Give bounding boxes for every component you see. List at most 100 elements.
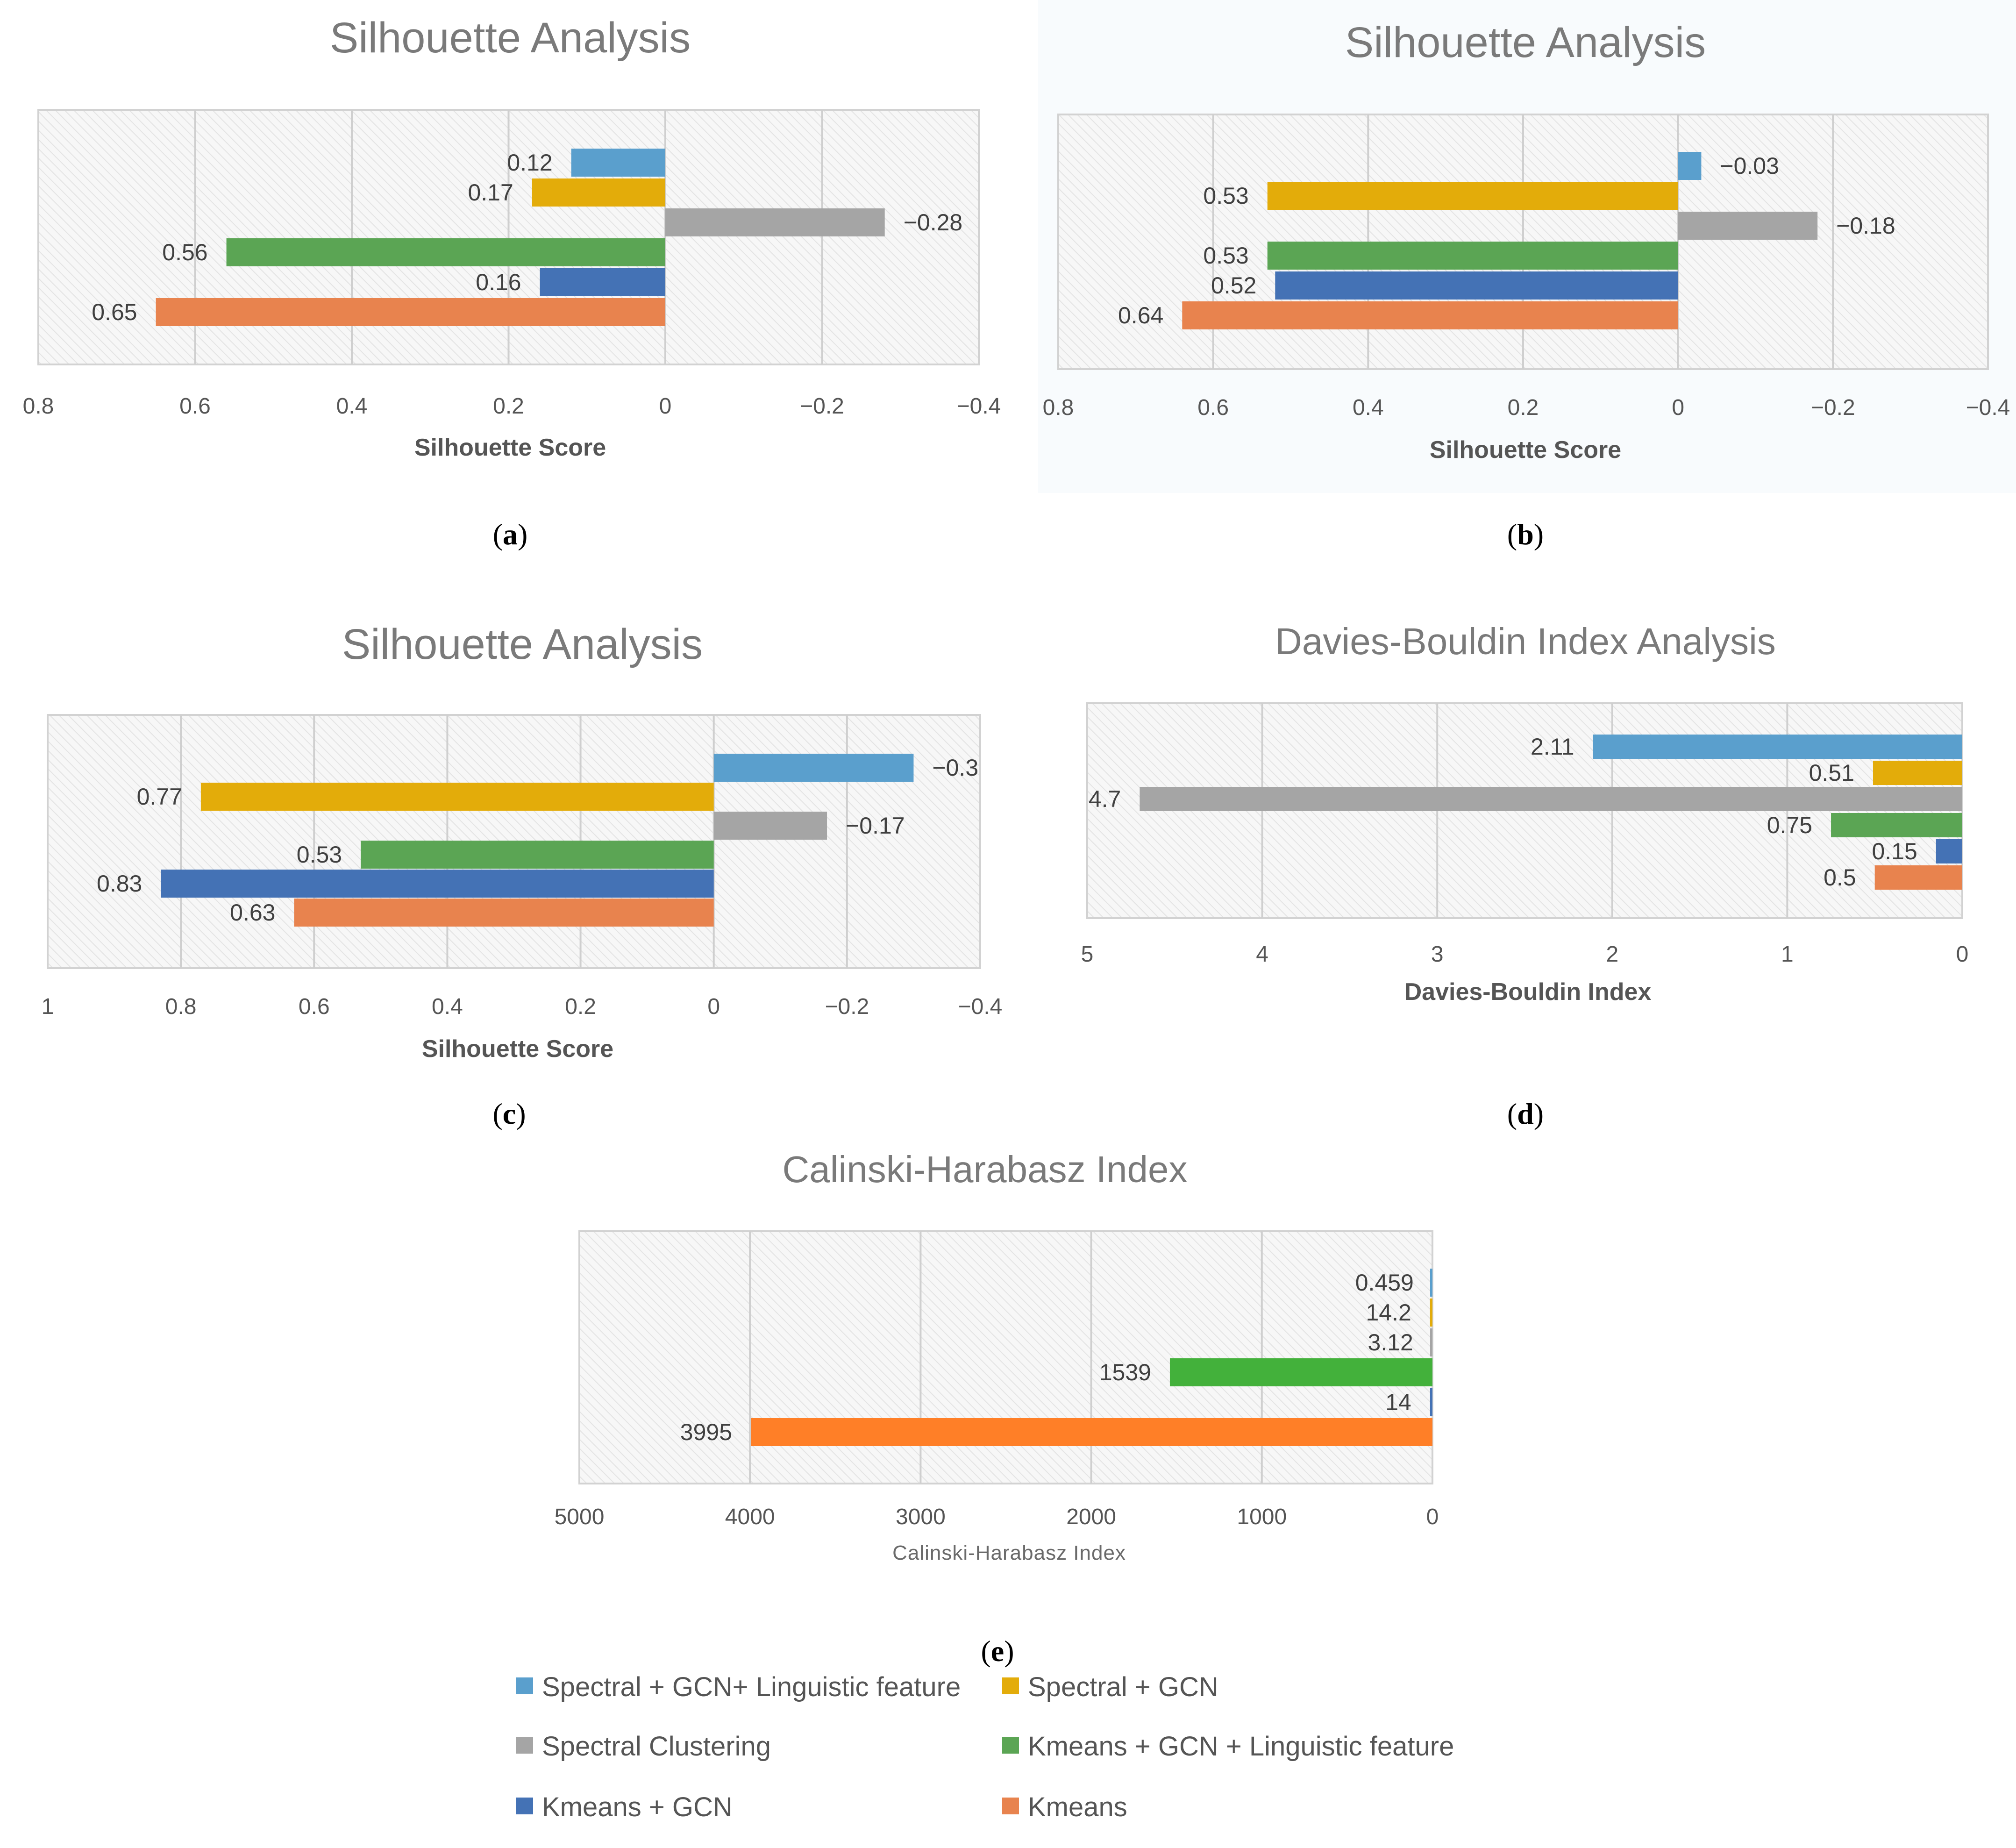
x-tick-label: 0 [1672, 395, 1684, 420]
x-tick-label: 1000 [1237, 1505, 1287, 1529]
x-tick-label: 0 [707, 994, 720, 1019]
x-tick-label: 0.8 [165, 994, 197, 1019]
chart-title: Silhouette Analysis [342, 621, 703, 668]
data-label: 0.53 [297, 842, 342, 868]
x-tick-label: 1 [1781, 942, 1794, 967]
data-label: 0.53 [1203, 243, 1248, 269]
panel-caption: (e) [981, 1634, 1014, 1668]
bar-spectral-gcn [1873, 761, 1962, 785]
data-label: 0.52 [1211, 272, 1256, 299]
x-tick-label: 0.6 [179, 394, 211, 419]
bar-spectral [1678, 212, 1818, 240]
bar-spectral-gcn [200, 783, 714, 811]
bar-kmeans-gcn [1275, 271, 1678, 300]
chart-title: Silhouette Analysis [330, 14, 691, 62]
legend-label: Kmeans [1028, 1792, 1127, 1822]
data-label: −0.03 [1720, 153, 1779, 179]
x-tick-label: 5000 [555, 1505, 605, 1529]
x-tick-label: 0.2 [493, 394, 524, 419]
bar-kmeans [751, 1418, 1432, 1446]
data-label: 0.16 [476, 269, 521, 295]
x-tick-label: −0.4 [957, 394, 1001, 419]
data-label: 0.459 [1355, 1270, 1414, 1296]
bar-kmeans-gcn-ling [361, 841, 714, 869]
legend-label: Spectral + GCN [1028, 1672, 1218, 1702]
data-label: −0.28 [904, 209, 963, 235]
legend-swatch [516, 1677, 533, 1694]
legend-label: Spectral Clustering [542, 1731, 771, 1762]
x-tick-label: 2000 [1066, 1505, 1116, 1529]
bar-spectral [1430, 1328, 1432, 1356]
legend-swatch [1002, 1737, 1019, 1754]
data-label: 0.75 [1767, 812, 1812, 838]
x-tick-label: 2 [1606, 942, 1618, 967]
data-label: 0.15 [1872, 838, 1917, 864]
x-tick-label: 0.8 [1043, 395, 1074, 420]
legend-swatch [1002, 1677, 1019, 1694]
data-label: 0.83 [97, 870, 142, 897]
x-axis-title: Davies-Bouldin Index [1404, 978, 1652, 1006]
chart-panel-c: Silhouette Analysis 1 0.8 0.6 0.4 0.2 0 −0.2 −0.… [42, 621, 1003, 1130]
data-label: 4.7 [1089, 786, 1121, 812]
x-tick-label: −0.4 [1966, 395, 2010, 420]
legend-item-kmeans-gcn-ling: Kmeans + GCN + Linguistic feature [1002, 1731, 1454, 1762]
x-tick-label: 5 [1081, 942, 1094, 967]
panel-caption: (d) [1507, 1097, 1544, 1130]
data-label: −0.3 [932, 755, 978, 781]
x-axis-title: Calinski-Harabasz Index [892, 1541, 1126, 1564]
bar-kmeans-gcn-ling [1831, 813, 1962, 837]
chart-title: Calinski-Harabasz Index [782, 1149, 1187, 1190]
x-tick-label: −0.2 [1811, 395, 1855, 420]
data-label: −0.18 [1836, 213, 1895, 239]
data-label: 3995 [680, 1419, 732, 1445]
data-label: 0.64 [1118, 302, 1163, 328]
data-label: 1539 [1099, 1359, 1151, 1385]
data-label: 0.12 [507, 150, 552, 176]
legend-swatch [516, 1737, 533, 1754]
bar-kmeans-gcn [1430, 1388, 1432, 1416]
bar-kmeans-gcn-ling [1169, 1358, 1432, 1386]
bar-kmeans-gcn [161, 870, 714, 898]
x-tick-label: 3000 [896, 1505, 946, 1529]
x-tick-label: 0.2 [1508, 395, 1539, 420]
x-tick-label: 1 [42, 994, 54, 1019]
data-label: 0.63 [230, 899, 275, 926]
bar-kmeans [156, 298, 665, 326]
data-label: 0.56 [162, 239, 207, 265]
x-tick-label: 4000 [725, 1505, 775, 1529]
chart-panel-e: Calinski-Harabasz Index 5000 4000 3000 2000 1… [555, 1149, 1439, 1668]
x-axis-title: Silhouette Score [414, 434, 606, 461]
x-tick-label: 0.6 [299, 994, 330, 1019]
data-label: 3.12 [1368, 1329, 1413, 1356]
x-axis-title: Silhouette Score [422, 1035, 613, 1063]
chart-panel-b: Silhouette Analysis 0.8 0.6 0.4 0.2 0 −0.2 −0.4… [1038, 0, 2016, 551]
chart-panel-d: Davies-Bouldin Index Analysis 5 4 3 2 1 0 Davie… [1081, 621, 1969, 1130]
x-tick-label: 0 [659, 394, 672, 419]
x-tick-label: 0 [1426, 1505, 1439, 1529]
bar-kmeans [294, 899, 714, 927]
x-tick-label: −0.2 [800, 394, 844, 419]
data-label: 0.65 [92, 299, 137, 325]
data-label: 0.51 [1809, 760, 1854, 786]
bar-kmeans-gcn [540, 268, 665, 296]
data-label: 0.77 [137, 784, 182, 810]
data-label: 0.17 [468, 179, 513, 206]
bar-kmeans-gcn-ling [1267, 242, 1678, 270]
bar-spectral-gcn-ling [1678, 152, 1702, 180]
bar-spectral [713, 812, 827, 840]
data-label: 14.2 [1366, 1299, 1411, 1326]
x-tick-label: −0.2 [825, 994, 869, 1019]
data-label: 0.53 [1203, 183, 1248, 209]
x-tick-label: 0 [1956, 942, 1969, 967]
data-label: −0.17 [846, 813, 905, 839]
bar-kmeans [1182, 301, 1678, 329]
chart-title: Davies-Bouldin Index Analysis [1275, 621, 1776, 662]
legend-swatch [1002, 1798, 1019, 1814]
x-axis-title: Silhouette Score [1430, 436, 1621, 464]
chart-title: Silhouette Analysis [1345, 19, 1706, 66]
panel-caption: (b) [1507, 518, 1544, 551]
legend-label: Kmeans + GCN + Linguistic feature [1028, 1731, 1454, 1762]
x-tick-label: 0.4 [336, 394, 368, 419]
bar-spectral-gcn-ling [1430, 1269, 1432, 1297]
